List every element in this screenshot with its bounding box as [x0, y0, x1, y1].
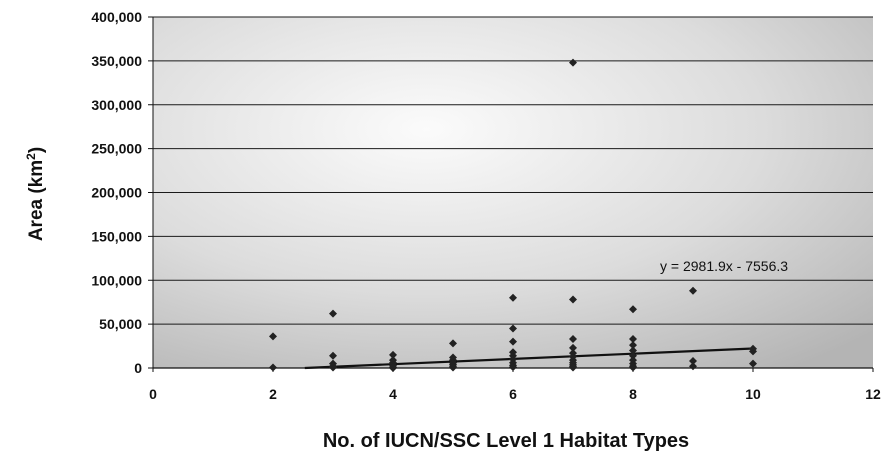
y-axis-label-text: Area (km: [26, 160, 47, 241]
y-tick-label: 0: [134, 360, 142, 376]
data-point: [689, 362, 697, 371]
trendline: [304, 347, 754, 370]
data-point: [449, 363, 457, 372]
data-point: [569, 295, 577, 304]
data-point: [629, 351, 637, 360]
x-tick-labels: 0 2 4 6 8 10 12: [149, 386, 881, 402]
x-tick-label: 4: [389, 386, 397, 402]
x-axis-label: No. of IUCN/SSC Level 1 Habitat Types: [323, 430, 689, 452]
x-tick-label: 10: [745, 386, 761, 402]
data-point: [569, 335, 577, 344]
data-point: [389, 364, 397, 372]
data-point: [629, 363, 637, 372]
x-tick-label: 8: [629, 386, 637, 402]
y-tick-label: 200,000: [91, 185, 142, 201]
data-point: [449, 339, 457, 348]
trendline-group: [304, 347, 754, 370]
y-tick-label: 400,000: [91, 9, 142, 25]
data-point: [569, 363, 577, 372]
x-tick-label: 6: [509, 386, 517, 402]
data-point: [749, 359, 757, 368]
data-point: [509, 293, 517, 302]
y-tick-label: 250,000: [91, 141, 142, 157]
data-point: [329, 351, 337, 360]
y-tick-label: 50,000: [99, 316, 142, 332]
y-tick-label: 350,000: [91, 53, 142, 69]
x-tick-label: 2: [269, 386, 277, 402]
data-points: [269, 58, 757, 372]
data-point: [629, 346, 637, 355]
data-point: [689, 286, 697, 295]
data-point: [509, 324, 517, 333]
trendline-equation: y = 2981.9x - 7556.3: [660, 258, 788, 274]
data-point: [269, 332, 277, 341]
y-tick-label: 100,000: [91, 272, 142, 288]
data-point: [569, 343, 577, 352]
data-point: [509, 363, 517, 372]
x-tick-label: 12: [865, 386, 881, 402]
y-tick-label: 150,000: [91, 228, 142, 244]
y-axis-label-suffix: ): [26, 147, 47, 153]
data-point: [569, 58, 577, 67]
data-point: [629, 341, 637, 350]
data-point: [629, 305, 637, 314]
data-point: [509, 337, 517, 346]
data-point: [749, 347, 757, 356]
data-point: [689, 356, 697, 365]
y-axis-label-superscript: 2: [24, 153, 38, 160]
x-tick-label: 0: [149, 386, 157, 402]
data-point: [329, 309, 337, 318]
data-point: [629, 335, 637, 344]
data-point: [329, 363, 337, 372]
y-tick-labels: 0 50,000 100,000 150,000 200,000 250,000 300,0…: [91, 9, 142, 376]
y-axis-label: Area (km2): [24, 147, 47, 241]
data-point: [389, 350, 397, 359]
data-point: [269, 363, 277, 372]
y-tick-label: 300,000: [91, 97, 142, 113]
